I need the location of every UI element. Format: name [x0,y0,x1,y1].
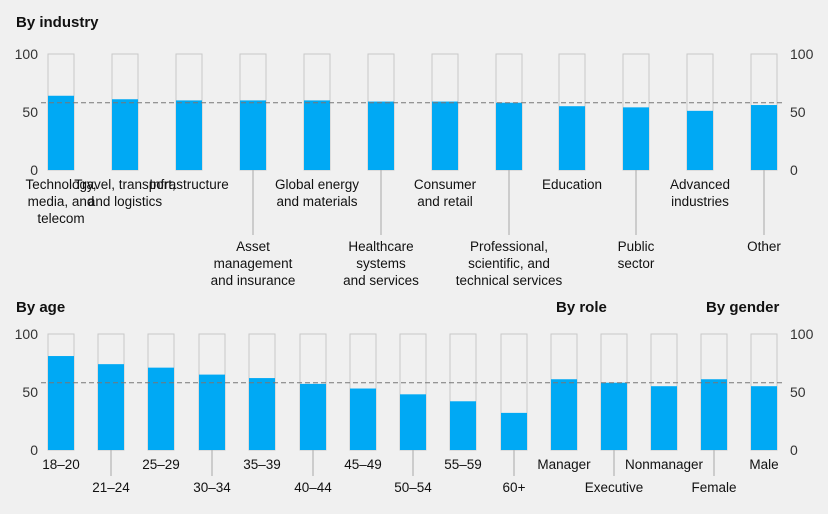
industry-y-tick-right: 50 [790,104,806,120]
age-y-tick-right: 0 [790,442,798,458]
industry-bar [368,101,394,170]
demographic-bar [350,388,376,450]
industry-bar [432,101,458,170]
demographic-category-label: 21–24 [92,480,130,495]
industry-category-label: Professional, [470,239,548,254]
industry-bar [240,100,266,170]
industry-category-label: Other [747,239,781,254]
demographic-category-label: 25–29 [142,457,180,472]
demographic-bar [651,386,677,450]
industry-bar [687,110,713,170]
industry-category-label: and logistics [88,194,163,209]
industry-bar [559,106,585,170]
demographic-bar [701,379,727,450]
demographic-category-label: Male [749,457,778,472]
demographic-bar [601,382,627,450]
demographic-category-label: Executive [585,480,644,495]
industry-category-label: scientific, and [468,256,550,271]
industry-bar [496,102,522,170]
demographic-category-label: 35–39 [243,457,281,472]
demographic-bar [551,379,577,450]
age-y-tick-right: 50 [790,384,806,400]
industry-bar [751,105,777,170]
industry-category-label: and materials [276,194,357,209]
industry-category-label: sector [618,256,655,271]
role-section-title: By role [556,299,607,316]
demographic-bar [98,364,124,450]
demographic-category-label: 45–49 [344,457,382,472]
industry-bar [304,100,330,170]
industry-category-label: Consumer [414,177,477,192]
industry-category-label: Infrastructure [149,177,229,192]
industry-y-tick-left: 0 [30,162,38,178]
industry-y-tick-left: 100 [15,46,39,62]
industry-category-label: Education [542,177,602,192]
industry-category-label: Healthcare [348,239,413,254]
industry-category-label: and insurance [211,273,296,288]
industry-bar [176,100,202,170]
demographic-category-label: 55–59 [444,457,482,472]
demographic-bar [501,412,527,450]
industry-category-label: industries [671,194,729,209]
industry-section-title: By industry [16,14,99,31]
demographic-bar [48,356,74,450]
age-y-tick-left: 0 [30,442,38,458]
demographic-category-label: 50–54 [394,480,432,495]
age-y-tick-right: 100 [790,326,814,342]
industry-category-label: Global energy [275,177,359,192]
demographic-category-label: Nonmanager [625,457,704,472]
age-section-title: By age [16,299,65,316]
industry-category-label: Public [618,239,655,254]
industry-category-label: Advanced [670,177,730,192]
industry-category-label: Asset [236,239,270,254]
industry-bar [112,99,138,170]
industry-category-label: Travel, transport, [74,177,176,192]
demographic-category-label: Manager [537,457,591,472]
demographic-category-label: 18–20 [42,457,80,472]
industry-category-label: Technology, [25,177,96,192]
demographic-bar [450,401,476,450]
industry-y-tick-right: 100 [790,46,814,62]
industry-bar [623,107,649,170]
industry-category-label: management [214,256,293,271]
demographic-category-label: Female [691,480,736,495]
industry-category-label: and retail [417,194,473,209]
demographic-category-label: 30–34 [193,480,231,495]
demographic-bar [300,383,326,450]
industry-category-label: and services [343,273,419,288]
gender-section-title: By gender [706,299,780,316]
demographic-bar [400,394,426,450]
demographic-bar [751,386,777,450]
industry-category-label: telecom [37,211,84,226]
demographic-category-label: 60+ [503,480,526,495]
demographic-category-label: 40–44 [294,480,332,495]
demographic-bar [249,378,275,450]
demographic-bar [199,374,225,450]
demographic-bar [148,367,174,450]
industry-bar [48,95,74,170]
industry-category-label: systems [356,256,406,271]
industry-y-tick-right: 0 [790,162,798,178]
age-y-tick-left: 50 [22,384,38,400]
industry-category-label: media, and [28,194,95,209]
age-y-tick-left: 100 [15,326,39,342]
industry-category-label: technical services [456,273,563,288]
industry-y-tick-left: 50 [22,104,38,120]
